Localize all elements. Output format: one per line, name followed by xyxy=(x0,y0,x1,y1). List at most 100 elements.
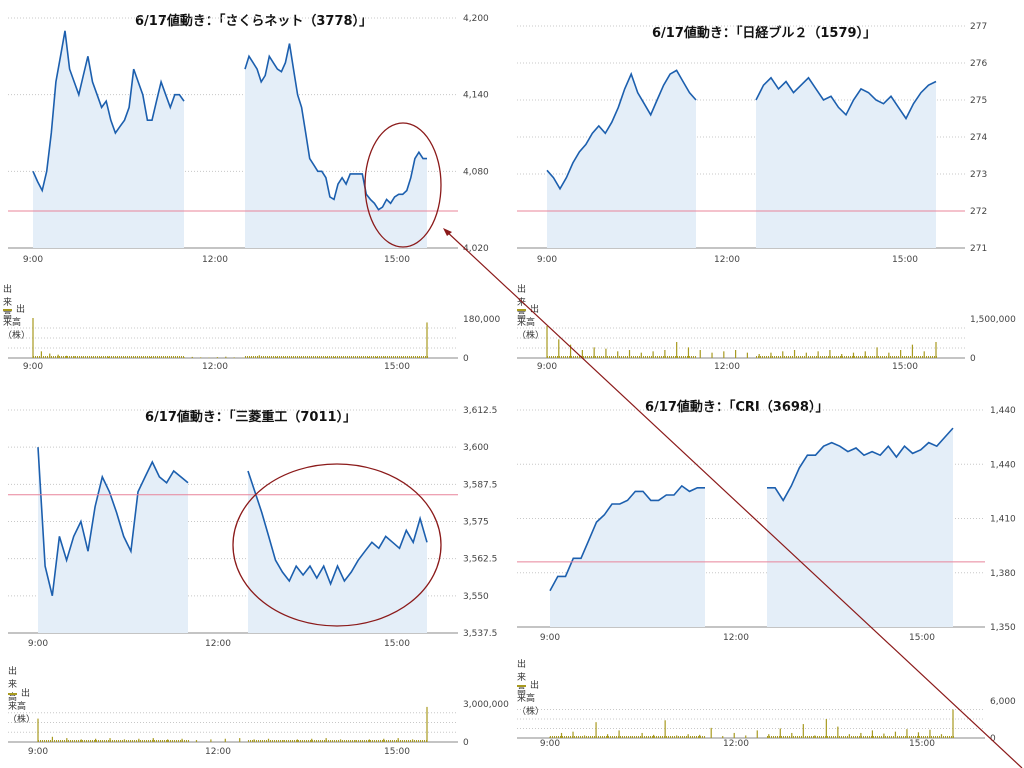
volume-bar xyxy=(869,736,870,738)
volume-bar xyxy=(216,357,219,358)
volume-bar xyxy=(116,740,117,742)
volume-bar xyxy=(349,356,350,358)
volume-bar xyxy=(386,740,387,742)
volume-bar xyxy=(821,736,822,738)
volume-bar xyxy=(120,740,121,742)
volume-bar xyxy=(335,356,336,358)
volume-bar xyxy=(831,736,832,738)
volume-bar xyxy=(152,738,154,742)
volume-bar xyxy=(276,740,277,742)
volume-bar xyxy=(338,740,339,742)
volume-bar xyxy=(937,736,938,738)
volume-bar xyxy=(160,740,161,742)
volume-bar xyxy=(356,740,357,742)
volume-bar xyxy=(316,740,317,742)
volume-bar xyxy=(117,356,118,358)
volume-bar xyxy=(332,740,333,742)
x-tick-label: 9:00 xyxy=(23,255,43,265)
volume-bar xyxy=(168,740,169,742)
volume-bar xyxy=(310,740,311,742)
volume-bar xyxy=(648,736,649,738)
volume-bar xyxy=(700,736,701,738)
volume-bar xyxy=(301,356,302,358)
volume-bar xyxy=(354,740,355,742)
volume-bar xyxy=(100,740,101,742)
volume-bar xyxy=(411,356,412,358)
volume-bar xyxy=(298,740,299,742)
volume-bar xyxy=(53,356,54,358)
volume-bar xyxy=(871,736,872,738)
volume-bar xyxy=(875,736,876,738)
volume-bar xyxy=(564,736,565,738)
volume-bar xyxy=(292,740,293,742)
volume-bar xyxy=(357,356,358,358)
volume-bar xyxy=(143,356,144,358)
volume-bar xyxy=(829,736,830,738)
volume-bar xyxy=(662,736,663,738)
x-tick-label: 12:00 xyxy=(202,255,228,265)
volume-bar xyxy=(317,357,319,358)
volume-bar xyxy=(133,356,134,358)
volume-x-tick-label: 9:00 xyxy=(28,747,48,757)
volume-bar xyxy=(326,740,327,742)
volume-bar xyxy=(405,356,406,358)
volume-bar xyxy=(929,736,930,738)
volume-bar xyxy=(62,740,63,742)
volume-bar xyxy=(345,356,346,358)
volume-bar xyxy=(833,736,834,738)
volume-bar xyxy=(88,740,89,742)
volume-bar xyxy=(116,357,118,358)
volume-bar xyxy=(266,740,267,742)
volume-bar xyxy=(72,740,73,742)
volume-bar xyxy=(239,738,241,742)
volume-bar xyxy=(370,740,371,742)
y-tick-label: 272 xyxy=(970,207,987,217)
volume-bar xyxy=(251,356,252,358)
volume-bar xyxy=(322,740,323,742)
volume-bar xyxy=(333,356,334,358)
volume-bar xyxy=(46,740,47,742)
volume-bar xyxy=(801,736,802,738)
volume-bar xyxy=(396,740,397,742)
volume-bar xyxy=(191,356,193,358)
volume-bar xyxy=(412,740,413,742)
volume-bar xyxy=(371,356,372,358)
volume-bar xyxy=(167,739,169,742)
volume-bar xyxy=(426,706,428,742)
volume-bar xyxy=(415,356,416,358)
volume-bar xyxy=(793,736,794,738)
volume-bar xyxy=(131,356,132,358)
volume-bar xyxy=(128,740,129,742)
volume-bar xyxy=(341,356,342,358)
volume-bar xyxy=(177,356,178,358)
volume-bar xyxy=(771,736,772,738)
volume-bar xyxy=(250,740,251,742)
volume-bar xyxy=(50,740,51,742)
volume-bar xyxy=(779,736,780,738)
volume-bar xyxy=(347,356,348,358)
y-tick-label: 274 xyxy=(970,133,987,143)
volume-bar xyxy=(59,356,60,358)
volume-bar xyxy=(121,356,122,358)
volume-x-tick-label: 12:00 xyxy=(202,362,228,372)
volume-bar xyxy=(397,356,398,358)
volume-bar xyxy=(586,736,587,738)
volume-bar xyxy=(425,356,426,358)
volume-bar xyxy=(578,736,579,738)
volume-bar xyxy=(96,740,97,742)
volume-bar xyxy=(325,356,326,358)
volume-bar xyxy=(614,736,615,738)
volume-bar xyxy=(288,740,289,742)
volume-bar xyxy=(224,738,226,742)
volume-bar xyxy=(170,740,171,742)
volume-bar xyxy=(353,356,354,358)
volume-bar xyxy=(376,356,378,358)
volume-bar xyxy=(43,356,44,358)
volume-bar xyxy=(664,720,666,738)
y-tick-label: 1,350 xyxy=(990,623,1016,633)
volume-bar xyxy=(399,356,400,358)
volume-bar xyxy=(169,356,170,358)
volume-bar xyxy=(343,356,344,358)
volume-bar xyxy=(660,736,661,738)
volume-bar xyxy=(163,356,164,358)
